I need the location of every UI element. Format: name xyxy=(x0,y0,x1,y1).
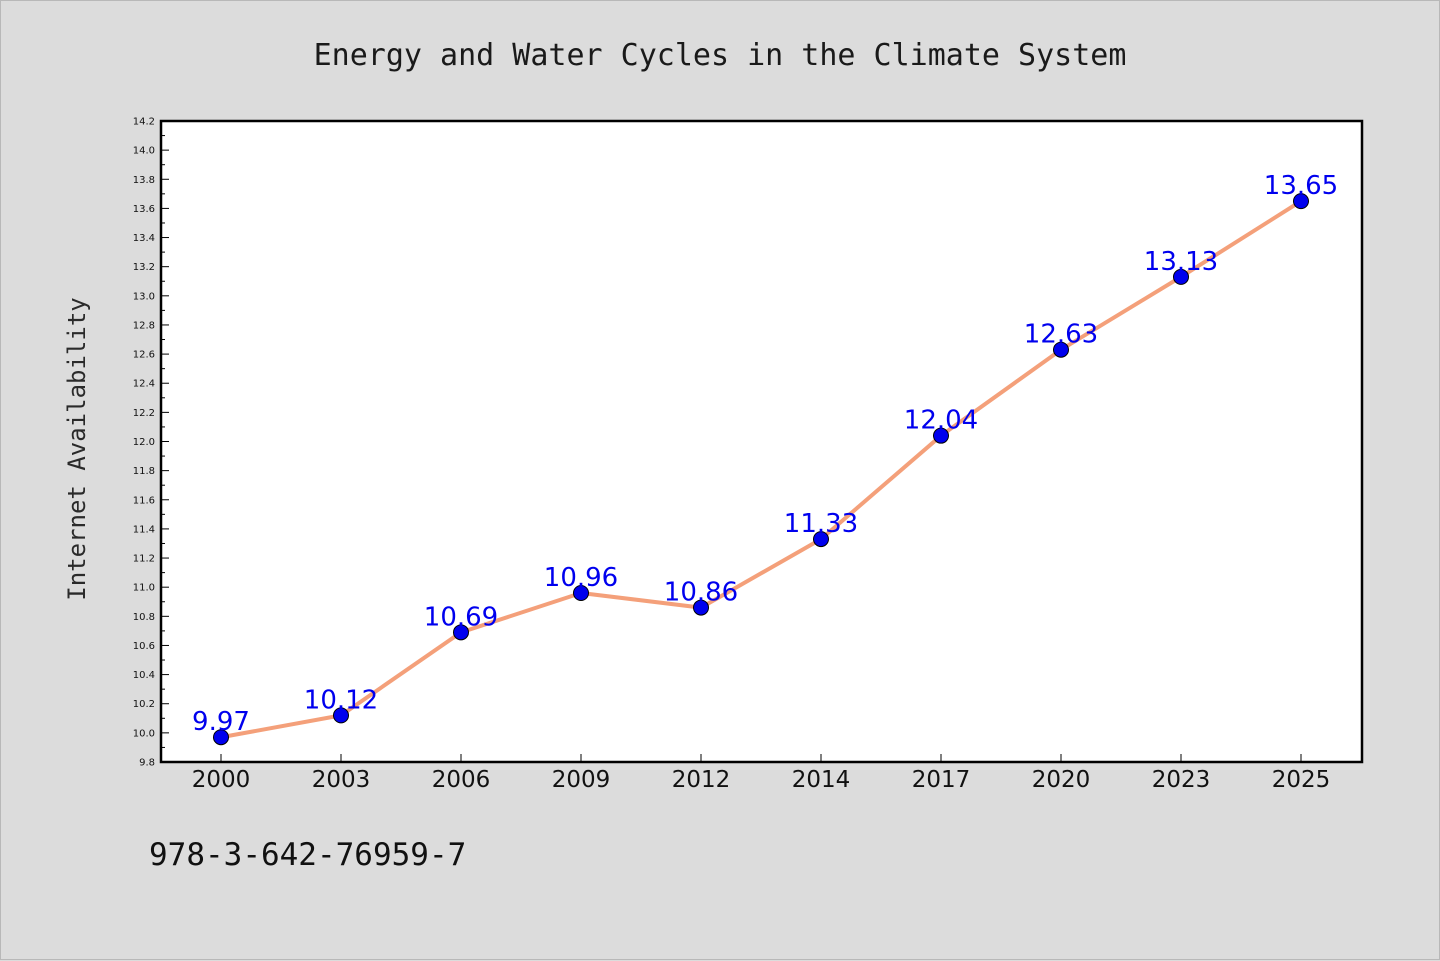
y-tick-label: 12.4 xyxy=(133,379,155,390)
data-point-marker xyxy=(693,599,709,616)
y-tick-label: 10.0 xyxy=(133,728,155,739)
data-point-marker xyxy=(213,729,229,746)
y-tick-label: 11.0 xyxy=(133,583,155,594)
chart-title: Energy and Water Cycles in the Climate S… xyxy=(314,38,1127,73)
series-layer xyxy=(213,193,1309,746)
x-tick-label: 2009 xyxy=(552,767,611,793)
data-label: 10.96 xyxy=(544,563,618,593)
x-tick-label: 2003 xyxy=(312,767,371,793)
data-point-marker xyxy=(333,707,349,724)
data-point-marker xyxy=(453,624,469,641)
y-tick-label: 10.8 xyxy=(133,612,155,623)
y-tick-label: 9.8 xyxy=(139,758,155,769)
y-tick-label: 14.0 xyxy=(133,146,155,157)
data-label: 9.97 xyxy=(192,707,250,737)
y-tick-label: 12.8 xyxy=(133,320,155,331)
y-tick-label: 13.4 xyxy=(133,233,155,244)
x-tick-label: 2025 xyxy=(1272,767,1331,793)
y-tick-label: 13.8 xyxy=(133,175,155,186)
y-tick-label: 13.2 xyxy=(133,262,155,273)
data-point-marker xyxy=(1293,193,1309,210)
y-tick-label: 11.2 xyxy=(133,554,155,565)
data-label: 10.12 xyxy=(304,685,378,715)
x-tick-label: 2014 xyxy=(792,767,851,793)
x-tick-label: 2017 xyxy=(912,767,971,793)
y-tick-label: 12.0 xyxy=(133,437,155,448)
y-tick-label: 13.6 xyxy=(133,204,155,215)
data-label: 10.69 xyxy=(424,602,498,632)
y-tick-label: 12.6 xyxy=(133,350,155,361)
y-tick-label: 10.2 xyxy=(133,699,155,710)
y-tick-label: 12.2 xyxy=(133,408,155,419)
x-tick-label: 2012 xyxy=(672,767,731,793)
data-label: 12.63 xyxy=(1024,320,1098,350)
y-tick-label: 11.4 xyxy=(133,524,155,535)
y-tick-label: 13.0 xyxy=(133,291,155,302)
data-label-layer: 9.97 10.12 10.69 10.96 10.86 11.33 12.04 12.63 1… xyxy=(192,171,1338,737)
data-point-marker xyxy=(1053,341,1069,358)
data-point-marker xyxy=(933,427,949,444)
x-tick-label: 2023 xyxy=(1152,767,1211,793)
x-tick-label: 2006 xyxy=(432,767,491,793)
data-point-marker xyxy=(573,585,589,602)
y-axis-label: Internet Availability xyxy=(63,297,91,600)
x-axis: 2000 2003 2006 2009 2012 2014 2017 2020 2023 2025 xyxy=(192,754,1331,793)
series-line xyxy=(219,199,1303,740)
y-tick-label: 10.6 xyxy=(133,641,155,652)
y-tick-label: 11.6 xyxy=(133,495,155,506)
data-label: 11.33 xyxy=(784,509,858,539)
y-tick-label: 10.4 xyxy=(133,670,155,681)
data-point-marker xyxy=(1173,268,1189,285)
data-label: 13.65 xyxy=(1264,171,1338,201)
data-label: 12.04 xyxy=(904,406,978,436)
y-axis: 9.8 10.0 10.2 10.4 10.6 10.8 11.0 11.2 11.4 11.6 1… xyxy=(133,117,169,769)
x-tick-label: 2000 xyxy=(192,767,251,793)
data-label: 10.86 xyxy=(664,578,738,608)
y-tick-label: 11.8 xyxy=(133,466,155,477)
data-point-marker xyxy=(813,531,829,548)
plot-area xyxy=(159,119,1364,764)
x-tick-label: 2020 xyxy=(1032,767,1091,793)
y-tick-label: 14.2 xyxy=(133,117,155,128)
isbn-text: 978-3-642-76959-7 xyxy=(149,837,466,873)
data-label: 13.13 xyxy=(1144,247,1218,277)
